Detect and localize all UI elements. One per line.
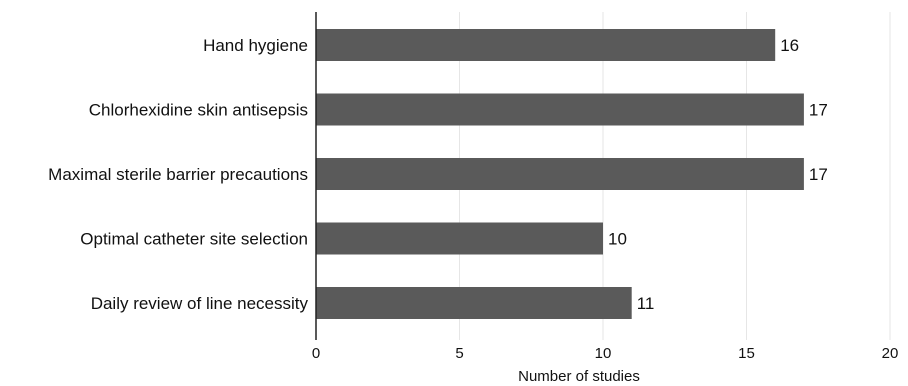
category-label-4: Daily review of line necessity [91,294,309,313]
category-label-0: Hand hygiene [203,36,308,55]
category-label-1: Chlorhexidine skin antisepsis [89,101,308,120]
x-tick-labels: 0 5 10 15 20 [312,345,899,362]
bar-3 [316,222,603,255]
bar-4 [316,287,632,319]
category-label-3: Optimal catheter site selection [80,230,308,249]
value-label-0: 16 [780,36,799,55]
x-tick-label-15: 15 [738,345,755,362]
value-labels: 16 17 17 10 11 [608,36,828,313]
value-label-4: 11 [637,294,655,313]
bar-1 [316,93,804,126]
x-tick-label-5: 5 [455,345,463,362]
value-label-1: 17 [809,101,828,120]
x-tick-label-0: 0 [312,345,320,362]
category-label-2: Maximal sterile barrier precautions [48,165,308,184]
bar-0 [316,29,776,61]
x-tick-label-20: 20 [882,345,899,362]
value-label-2: 17 [809,165,828,184]
bar-2 [316,158,804,190]
bars [316,29,804,319]
value-label-3: 10 [608,230,627,249]
x-tick-label-10: 10 [595,345,612,362]
category-labels: Hand hygiene Chlorhexidine skin antisepsi… [48,36,308,313]
x-axis-title: Number of studies [518,368,640,385]
